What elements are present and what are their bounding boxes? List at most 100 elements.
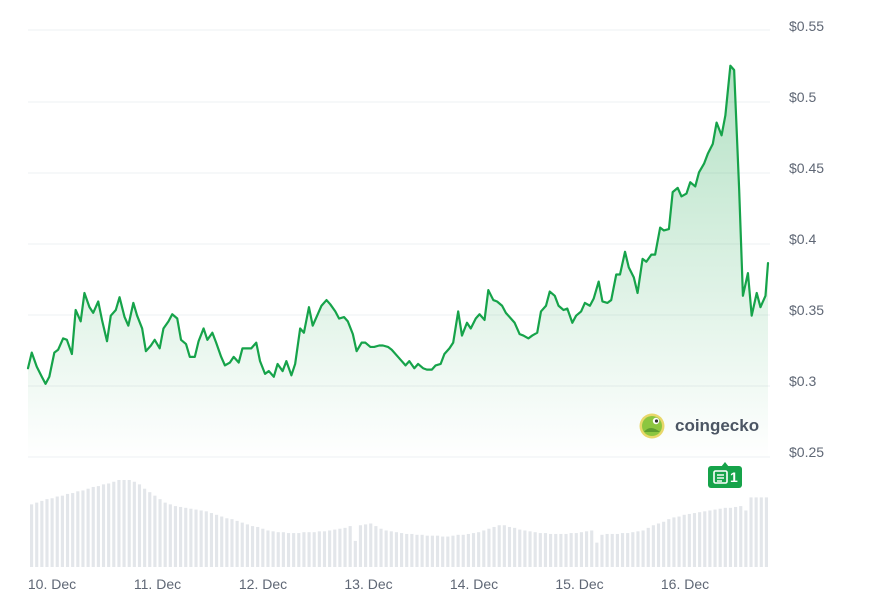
volume-bar	[60, 495, 64, 567]
news-badge[interactable]: 1	[708, 462, 742, 488]
volume-bar	[245, 524, 249, 567]
volume-bar	[651, 525, 655, 567]
volume-bar	[307, 532, 311, 567]
volume-bar	[739, 506, 743, 567]
volume-bar	[415, 534, 419, 567]
volume-bar	[179, 506, 183, 567]
volume-bar	[240, 522, 244, 567]
volume-bar	[425, 535, 429, 567]
price-line	[26, 64, 770, 385]
volume-bar	[749, 497, 753, 567]
volume-bar	[163, 502, 167, 567]
volume-bar	[528, 531, 532, 567]
volume-bar	[497, 525, 501, 567]
news-count: 1	[730, 469, 738, 485]
volume-bar	[55, 496, 59, 567]
volume-bar	[322, 531, 327, 567]
volume-bar	[744, 510, 748, 567]
volume-bar	[477, 532, 481, 567]
volume-bar	[153, 495, 157, 567]
volume-bar	[209, 513, 213, 567]
volume-bar	[379, 528, 383, 567]
price-series-line	[26, 64, 770, 385]
volume-bar	[312, 532, 316, 567]
volume-bar	[384, 530, 388, 567]
volume-bar	[220, 516, 224, 567]
volume-bar	[728, 507, 733, 567]
y-tick-label: $0.45	[789, 160, 824, 176]
volume-bars	[30, 480, 768, 567]
y-tick-label: $0.25	[789, 444, 824, 460]
volume-bar	[723, 507, 727, 567]
volume-bar	[626, 533, 630, 567]
volume-bar	[441, 536, 445, 567]
volume-bar	[507, 526, 512, 567]
volume-bar	[394, 532, 398, 567]
volume-bar	[30, 504, 34, 567]
volume-bar	[456, 534, 460, 567]
volume-bar	[662, 521, 666, 567]
volume-bar	[45, 499, 49, 567]
volume-bar	[215, 514, 219, 567]
x-tick-label: 10. Dec	[28, 576, 76, 592]
volume-bar	[549, 533, 553, 567]
brand-name: coingecko	[675, 416, 759, 435]
news-icon	[713, 470, 728, 484]
volume-bar	[148, 492, 152, 567]
volume-bar	[81, 490, 85, 567]
volume-bar	[286, 533, 291, 567]
volume-bar	[230, 519, 234, 567]
volume-bar	[297, 533, 301, 567]
volume-bar	[107, 483, 111, 567]
volume-bar	[672, 517, 676, 567]
volume-bar	[656, 523, 661, 567]
volume-bar	[605, 533, 609, 567]
volume-bar	[482, 530, 486, 567]
volume-bar	[600, 534, 604, 567]
volume-bar	[646, 527, 650, 567]
volume-bar	[574, 533, 578, 567]
volume-bar	[466, 533, 470, 567]
volume-bar	[631, 532, 635, 567]
volume-bar	[610, 533, 614, 567]
volume-bar	[199, 510, 203, 567]
volume-bar	[317, 531, 321, 567]
volume-bar	[538, 533, 542, 567]
volume-bar	[96, 486, 100, 567]
volume-bar	[692, 513, 697, 567]
volume-bar	[713, 509, 717, 567]
volume-bar	[615, 533, 619, 567]
volume-bar	[518, 529, 522, 567]
volume-bar	[435, 535, 440, 567]
x-tick-label: 11. Dec	[134, 576, 181, 592]
volume-bar	[91, 486, 95, 567]
volume-bar	[513, 527, 517, 567]
volume-bar	[533, 532, 537, 567]
volume-bar	[117, 480, 121, 567]
volume-bar	[302, 532, 306, 567]
volume-bar	[333, 529, 337, 567]
volume-bar	[369, 523, 373, 567]
volume-bar	[430, 535, 434, 567]
volume-bar	[271, 531, 275, 567]
volume-bar	[590, 530, 594, 567]
price-area-fill	[28, 65, 768, 459]
volume-bar	[687, 513, 691, 567]
gecko-logo-icon	[639, 413, 665, 439]
volume-bar	[682, 514, 686, 567]
volume-bar	[204, 511, 208, 567]
volume-bar	[734, 506, 738, 567]
volume-bar	[708, 510, 712, 567]
price-area	[28, 65, 768, 459]
volume-bar	[502, 525, 506, 567]
volume-bar	[225, 518, 229, 567]
volume-bar	[364, 524, 368, 567]
volume-bar	[559, 533, 563, 567]
volume-bar	[374, 526, 378, 567]
volume-bar	[137, 484, 142, 567]
volume-bar	[451, 535, 455, 567]
volume-bar	[122, 480, 126, 567]
volume-bar	[343, 527, 347, 567]
x-axis-ticks: 10. Dec 11. Dec 12. Dec 13. Dec 14. Dec 15. D…	[28, 576, 709, 592]
